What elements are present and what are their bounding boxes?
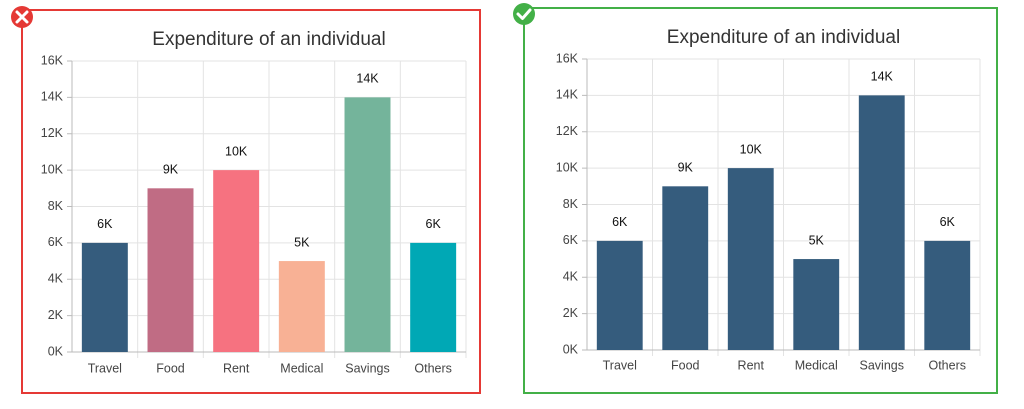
chart-title: Expenditure of an individual bbox=[152, 29, 385, 50]
y-tick-label: 2K bbox=[563, 306, 579, 320]
x-tick-label: Savings bbox=[345, 361, 389, 375]
data-label: 14K bbox=[356, 72, 379, 86]
data-label: 9K bbox=[163, 163, 179, 177]
data-label: 6K bbox=[426, 217, 442, 231]
bar bbox=[662, 186, 709, 350]
x-tick-label: Travel bbox=[603, 358, 637, 372]
bar bbox=[344, 97, 391, 352]
y-tick-label: 4K bbox=[563, 270, 579, 284]
y-tick-label: 10K bbox=[41, 162, 64, 176]
y-tick-label: 0K bbox=[48, 344, 64, 358]
x-tick-label: Food bbox=[671, 358, 700, 372]
bar bbox=[596, 240, 643, 350]
y-tick-label: 16K bbox=[41, 53, 64, 67]
data-label: 6K bbox=[940, 215, 956, 229]
bar bbox=[147, 188, 194, 352]
x-tick-label: Medical bbox=[795, 358, 838, 372]
bar bbox=[793, 259, 840, 350]
x-tick-label: Others bbox=[928, 358, 966, 372]
bad-example-frame bbox=[21, 9, 481, 394]
data-label: 14K bbox=[871, 70, 894, 84]
x-tick-label: Others bbox=[414, 361, 452, 375]
y-tick-label: 12K bbox=[556, 124, 579, 138]
check-icon bbox=[513, 3, 535, 25]
cross-icon bbox=[11, 6, 33, 28]
y-tick-label: 2K bbox=[48, 308, 64, 322]
data-label: 6K bbox=[612, 215, 628, 229]
data-label: 9K bbox=[678, 161, 694, 175]
data-label: 10K bbox=[740, 142, 763, 156]
chart-title: Expenditure of an individual bbox=[667, 27, 900, 48]
x-tick-label: Travel bbox=[88, 361, 122, 375]
y-tick-label: 6K bbox=[563, 233, 579, 247]
y-tick-label: 8K bbox=[48, 199, 64, 213]
x-tick-label: Food bbox=[156, 361, 185, 375]
bar bbox=[727, 168, 774, 350]
x-tick-label: Rent bbox=[738, 358, 765, 372]
x-tick-label: Rent bbox=[223, 361, 250, 375]
x-tick-label: Medical bbox=[280, 361, 323, 375]
y-tick-label: 4K bbox=[48, 272, 64, 286]
y-tick-label: 14K bbox=[41, 90, 64, 104]
bar bbox=[410, 242, 457, 352]
x-tick-label: Savings bbox=[860, 358, 904, 372]
y-tick-label: 8K bbox=[563, 197, 579, 211]
data-label: 5K bbox=[809, 233, 825, 247]
y-tick-label: 16K bbox=[556, 51, 579, 65]
good-example-frame bbox=[523, 7, 998, 394]
y-tick-label: 0K bbox=[563, 342, 579, 356]
bar bbox=[858, 95, 905, 350]
y-tick-label: 10K bbox=[556, 160, 579, 174]
data-label: 6K bbox=[97, 217, 113, 231]
data-label: 10K bbox=[225, 144, 248, 158]
y-tick-label: 12K bbox=[41, 126, 64, 140]
y-tick-label: 14K bbox=[556, 88, 579, 102]
bar bbox=[278, 261, 325, 352]
data-label: 5K bbox=[294, 235, 310, 249]
bar bbox=[81, 242, 128, 352]
y-tick-label: 6K bbox=[48, 235, 64, 249]
bar bbox=[924, 240, 971, 350]
bar bbox=[213, 170, 260, 352]
